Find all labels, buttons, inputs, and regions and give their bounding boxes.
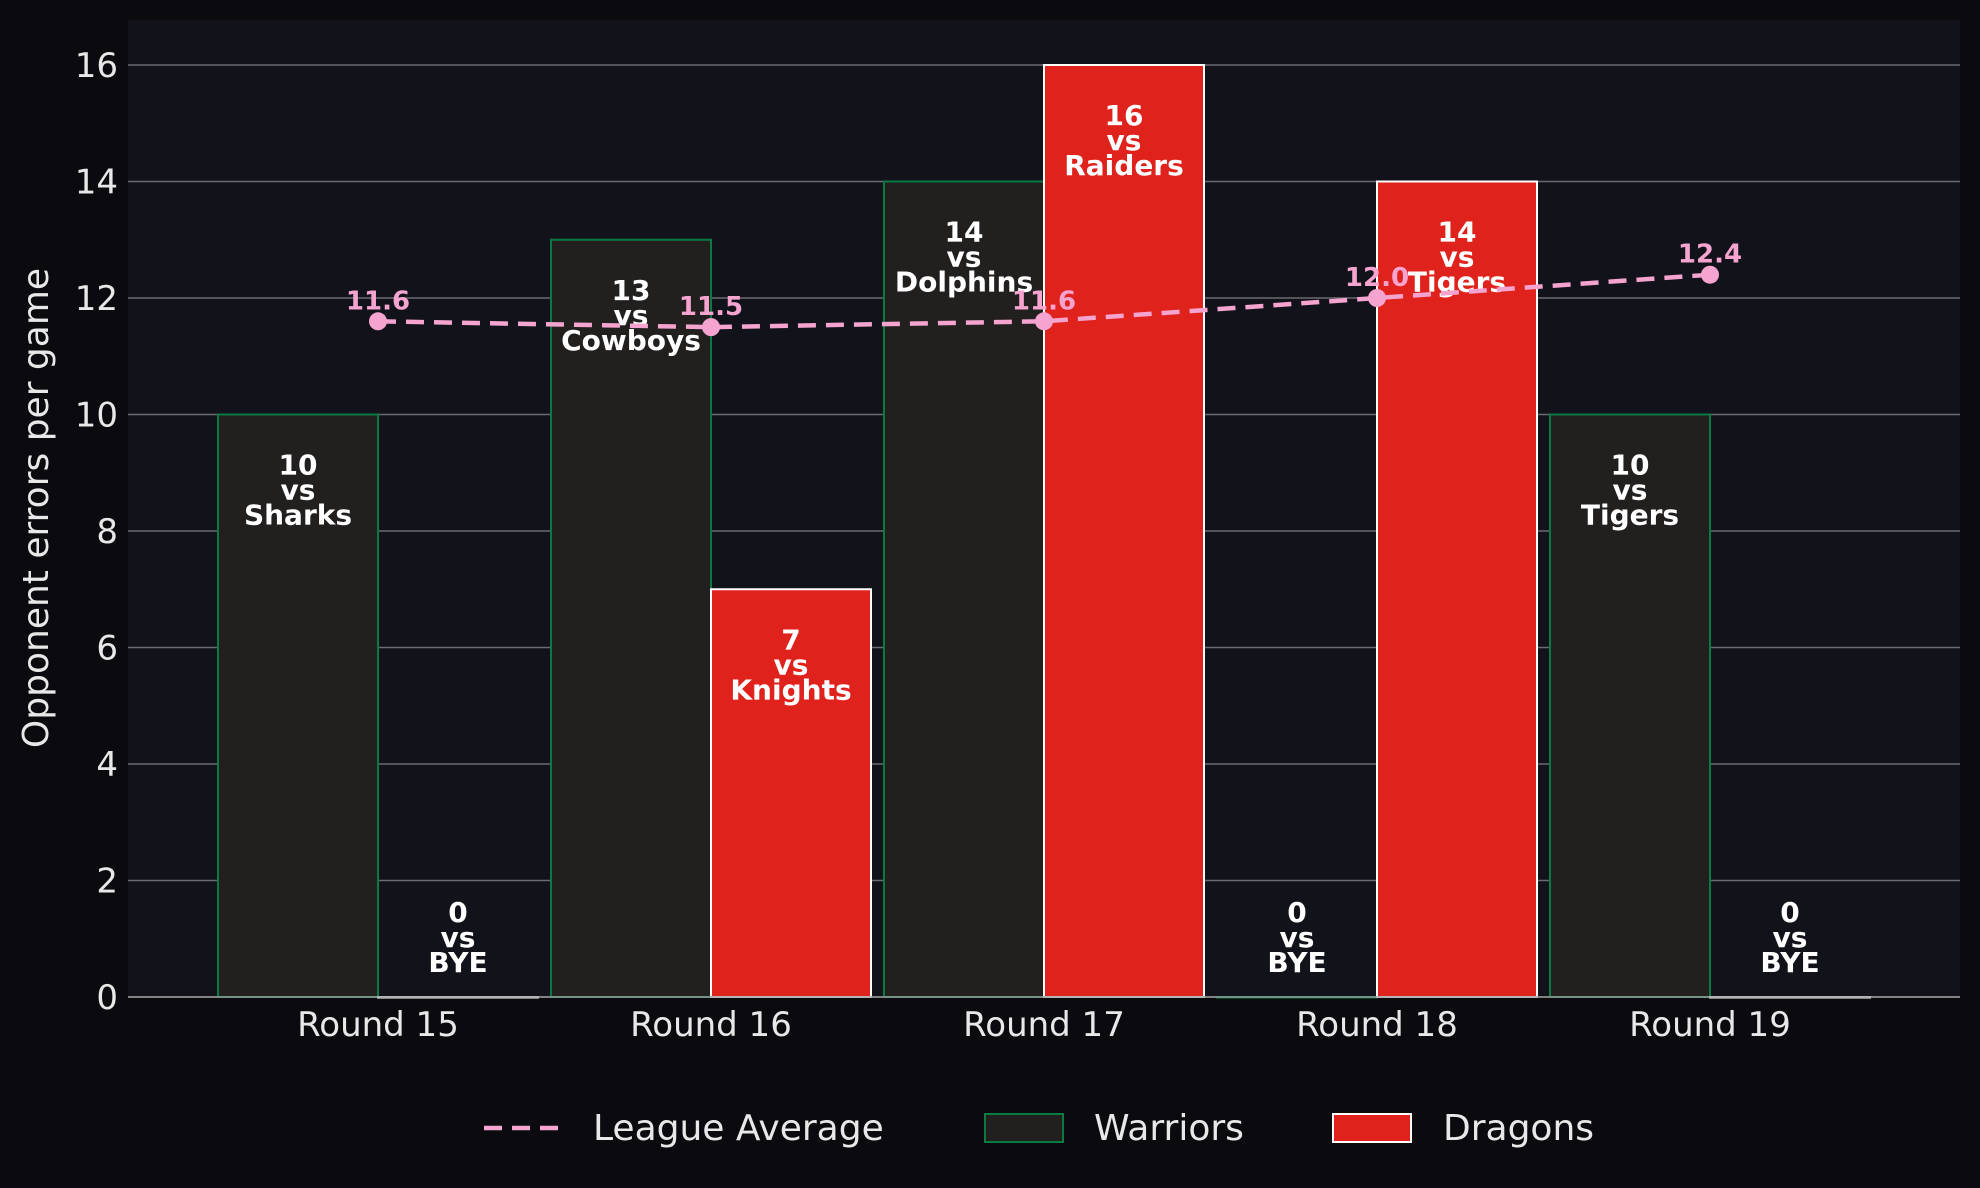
league-average-point — [1701, 265, 1719, 284]
bar-value-label: 0 — [1780, 896, 1799, 929]
y-tick-label: 14 — [75, 163, 118, 203]
x-tick-label: Round 16 — [630, 1005, 792, 1045]
bar-value-label: 0 — [1287, 896, 1306, 929]
bar-opponent-label: BYE — [428, 946, 487, 979]
bar — [883, 180, 1045, 998]
y-tick-label: 16 — [75, 46, 118, 86]
league-average-point — [369, 312, 387, 331]
bar — [1549, 413, 1711, 998]
league-average-value-label: 11.6 — [1012, 286, 1076, 316]
series-dragons: 0vsBYE7vsKnights16vsRaiders14vsTigers0vs… — [377, 64, 1871, 999]
league-average-point — [1035, 312, 1053, 331]
x-axis: Round 15 Round 16 Round 17 Round 18 Round 19 — [128, 996, 1960, 1045]
y-tick-label: 6 — [96, 629, 118, 669]
bar-opponent-label: Cowboys — [561, 324, 701, 357]
bar-vs-label: vs — [1440, 241, 1475, 274]
bar-value-label: 10 — [279, 449, 318, 482]
legend-label-warriors: Warriors — [1094, 1108, 1244, 1149]
legend-label-dragons: Dragons — [1443, 1108, 1594, 1149]
x-tick-label: Round 19 — [1629, 1005, 1791, 1045]
bar-opponent-label: Dolphins — [895, 266, 1033, 299]
bar-vs-label: vs — [774, 648, 809, 681]
y-axis-label: Opponent errors per game — [16, 268, 57, 748]
bar-value-label: 10 — [1611, 449, 1650, 482]
bar-opponent-label: BYE — [1760, 946, 1819, 979]
bar-vs-label: vs — [1613, 474, 1648, 507]
league-average-value-label: 12.4 — [1678, 240, 1742, 270]
bar — [1376, 180, 1538, 998]
x-tick-label: Round 17 — [963, 1005, 1125, 1045]
legend: League Average Warriors Dragons — [484, 1108, 1594, 1149]
bar — [710, 588, 872, 998]
bar-value-label: 14 — [1438, 216, 1477, 249]
legend-swatch-warriors — [984, 1113, 1064, 1143]
bar-opponent-label: Sharks — [244, 499, 352, 532]
y-tick-label: 0 — [96, 978, 118, 1018]
bar-value-label: 7 — [781, 623, 800, 656]
y-axis: 0 2 4 6 8 10 12 14 16 — [75, 46, 118, 1018]
league-average-line: 11.6 11.5 11.6 12.0 12.4 — [346, 240, 1742, 337]
bar-value-label: 13 — [612, 274, 651, 307]
bar-vs-label: vs — [441, 921, 476, 954]
legend-swatch-dragons — [1332, 1113, 1412, 1143]
bar-vs-label: vs — [281, 474, 316, 507]
y-tick-label: 12 — [75, 279, 118, 319]
bar-opponent-label: Raiders — [1064, 149, 1184, 182]
bars: 10vsSharks13vsCowboys14vsDolphins0vsBYE1… — [217, 64, 1871, 999]
league-average-point — [1368, 289, 1386, 307]
bar-opponent-label: BYE — [1267, 946, 1326, 979]
bar-opponent-label: Knights — [730, 673, 851, 706]
bar-vs-label: vs — [1773, 921, 1808, 954]
bar — [217, 413, 379, 998]
y-tick-label: 4 — [96, 745, 118, 785]
bar-vs-label: vs — [1107, 124, 1142, 157]
y-tick-label: 10 — [75, 396, 118, 436]
league-average-point — [702, 318, 720, 337]
y-tick-label: 2 — [96, 862, 118, 902]
bar-opponent-label: Tigers — [1581, 499, 1679, 532]
bar — [550, 238, 712, 998]
league-average-value-label: 11.5 — [679, 292, 743, 322]
bar-value-label: 14 — [945, 216, 984, 249]
league-average-value-label: 11.6 — [346, 286, 410, 316]
bar-value-label: 0 — [448, 896, 467, 929]
x-tick-label: Round 18 — [1296, 1005, 1458, 1045]
legend-label-league-average: League Average — [593, 1108, 884, 1149]
y-tick-label: 8 — [96, 512, 118, 552]
bar — [1043, 64, 1205, 998]
bar-value-label: 16 — [1105, 99, 1144, 132]
series-warriors: 10vsSharks13vsCowboys14vsDolphins0vsBYE1… — [217, 180, 1711, 999]
league-average-value-label: 12.0 — [1345, 263, 1409, 293]
bar-vs-label: vs — [947, 241, 982, 274]
bar-vs-label: vs — [1280, 921, 1315, 954]
x-tick-label: Round 15 — [297, 1005, 459, 1045]
